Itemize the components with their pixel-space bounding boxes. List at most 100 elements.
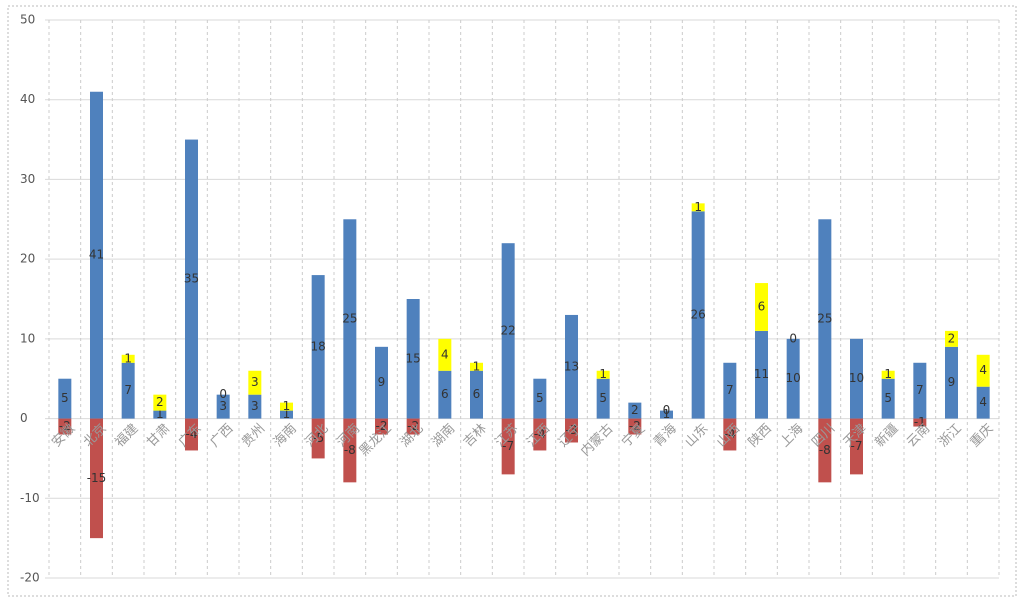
y-tick-label: 10 <box>20 331 35 345</box>
data-label: 1 <box>663 407 671 421</box>
bar <box>406 418 420 435</box>
bar <box>121 362 135 419</box>
bar <box>311 418 325 459</box>
data-label: 7 <box>124 383 132 397</box>
bar <box>691 211 705 419</box>
bar <box>58 418 72 435</box>
bar <box>438 370 452 419</box>
data-label: 1 <box>283 407 291 421</box>
data-label: 10 <box>849 371 864 385</box>
bar <box>280 402 293 411</box>
bar <box>375 346 388 419</box>
data-label: 35 <box>184 272 199 286</box>
data-label: 25 <box>342 311 357 325</box>
bar <box>723 362 737 419</box>
data-label: 6 <box>758 299 766 313</box>
data-label: 6 <box>441 387 449 401</box>
bar <box>153 394 167 411</box>
bar <box>691 203 705 212</box>
bar <box>121 354 135 363</box>
bar <box>311 275 325 419</box>
data-label: 2 <box>948 331 956 345</box>
bar <box>501 243 515 419</box>
bar <box>533 378 547 419</box>
bar <box>438 338 452 371</box>
data-label: -4 <box>724 427 736 441</box>
y-tick-label: 40 <box>20 92 35 106</box>
bar <box>755 330 768 419</box>
data-label: 22 <box>501 323 516 337</box>
data-label: 1 <box>156 407 164 421</box>
bar <box>881 370 895 379</box>
data-label: 1 <box>283 399 291 413</box>
data-label: 41 <box>89 248 104 262</box>
bar <box>248 394 262 419</box>
bar <box>881 378 895 419</box>
bar <box>185 139 198 419</box>
data-label: 10 <box>786 371 801 385</box>
data-label: 4 <box>979 363 987 377</box>
data-label: 9 <box>948 375 956 389</box>
data-label: 4 <box>441 347 449 361</box>
y-tick-label: 30 <box>20 172 35 186</box>
data-label: 0 <box>663 403 671 417</box>
bar <box>723 418 737 451</box>
y-tick-label: 50 <box>20 13 35 27</box>
data-label: -15 <box>87 471 107 485</box>
bar <box>755 283 768 331</box>
bar <box>533 418 547 451</box>
data-label: -8 <box>819 443 831 457</box>
data-label: -7 <box>502 439 514 453</box>
bar <box>945 346 958 419</box>
bar <box>628 418 642 435</box>
bar <box>976 354 990 387</box>
bar <box>280 410 293 419</box>
bar <box>406 299 420 419</box>
data-label: -1 <box>914 415 926 429</box>
y-tick-label: 0 <box>20 411 28 425</box>
bar <box>850 418 863 475</box>
bar <box>375 418 388 435</box>
data-label: -4 <box>186 427 198 441</box>
bar <box>565 314 578 419</box>
data-label: -2 <box>407 419 419 433</box>
data-label: -2 <box>376 419 388 433</box>
data-label: -8 <box>344 443 356 457</box>
data-label: -4 <box>534 427 546 441</box>
bar <box>596 370 610 379</box>
data-label: 2 <box>631 403 639 417</box>
data-label: 4 <box>979 395 987 409</box>
bar <box>185 418 198 451</box>
bar <box>501 418 515 475</box>
bar <box>58 378 72 419</box>
bar <box>660 410 673 419</box>
bar <box>945 330 958 347</box>
data-label: 7 <box>916 383 924 397</box>
bar <box>470 370 483 419</box>
data-label: 6 <box>473 387 481 401</box>
bar <box>976 386 990 419</box>
bar <box>913 418 927 427</box>
data-label: 7 <box>726 383 734 397</box>
bar <box>850 338 863 419</box>
bar <box>786 338 800 419</box>
bar <box>343 418 357 483</box>
data-label: 13 <box>564 359 579 373</box>
bar <box>90 91 103 419</box>
y-tick-label: -20 <box>20 571 40 585</box>
data-label: 1 <box>694 200 702 214</box>
data-label: 0 <box>219 387 227 401</box>
data-label: 15 <box>406 351 421 365</box>
data-label: 5 <box>599 391 607 405</box>
data-label: -3 <box>566 423 578 437</box>
data-label: -5 <box>312 431 324 445</box>
data-label: -7 <box>851 439 863 453</box>
bar <box>248 370 262 395</box>
y-tick-label: 20 <box>20 252 35 266</box>
data-label: 0 <box>789 331 797 345</box>
data-label: 5 <box>61 391 69 405</box>
data-label: 25 <box>817 311 832 325</box>
y-tick-label: -10 <box>20 491 40 505</box>
data-label: 5 <box>884 391 892 405</box>
